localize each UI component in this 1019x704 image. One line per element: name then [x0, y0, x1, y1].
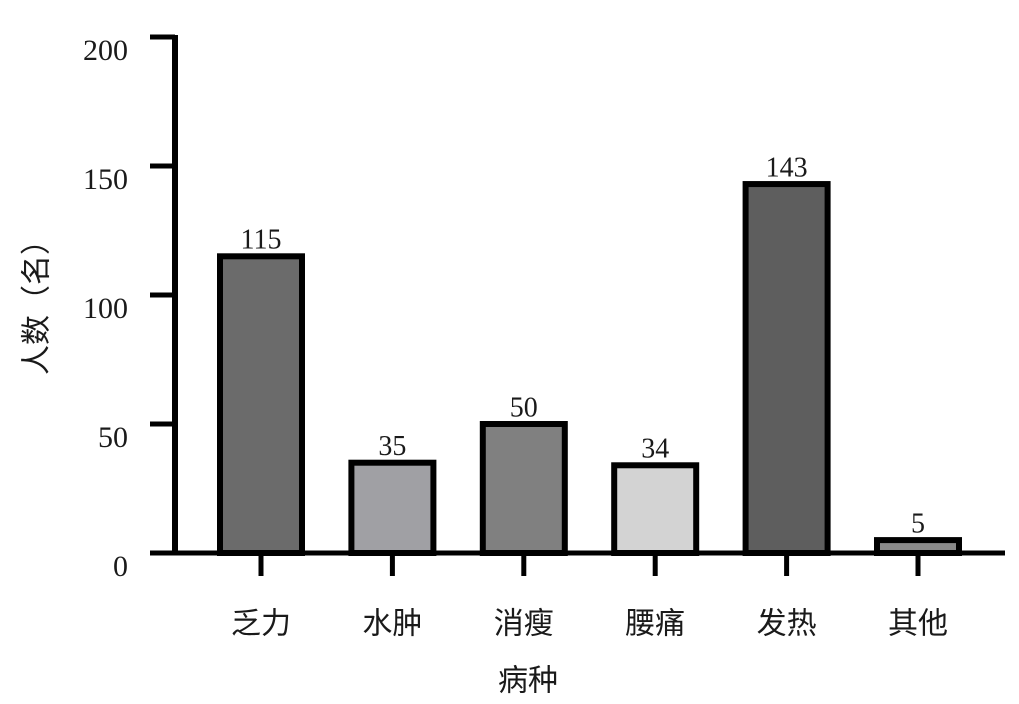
x-tick-label: 消瘦 — [494, 607, 554, 642]
y-tick-label: 150 — [83, 163, 128, 196]
data-label: 34 — [641, 434, 669, 465]
data-label: 115 — [241, 225, 282, 256]
y-tick-label: 100 — [83, 292, 128, 325]
data-label: 5 — [911, 509, 925, 540]
bar — [611, 462, 700, 556]
data-label: 143 — [766, 152, 808, 183]
data-label: 50 — [510, 392, 538, 423]
bar — [742, 181, 831, 556]
y-tick-label: 0 — [113, 550, 128, 583]
y-axis-label: 人数（名） — [20, 225, 55, 375]
bar — [479, 421, 568, 556]
x-tick-label: 水肿 — [362, 607, 422, 642]
x-tick-label: 乏力 — [231, 607, 291, 642]
x-axis-label: 病种 — [498, 664, 558, 699]
bar — [348, 459, 437, 557]
x-tick-label: 发热 — [757, 607, 817, 642]
bar — [217, 253, 305, 556]
x-tick-label: 其他 — [888, 607, 948, 642]
x-tick-label: 腰痛 — [625, 607, 685, 642]
data-label: 35 — [378, 431, 406, 462]
y-tick-label: 50 — [98, 421, 128, 454]
y-tick-label: 200 — [83, 34, 128, 67]
